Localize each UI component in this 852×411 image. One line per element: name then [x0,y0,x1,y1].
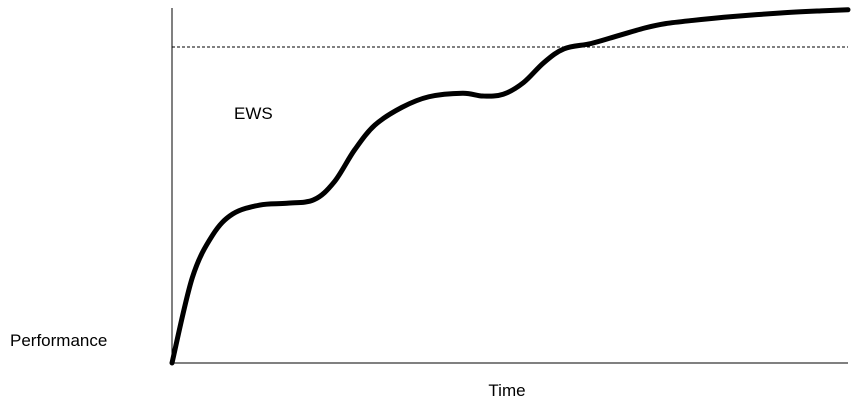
performance-series-line [169,7,851,366]
x-axis-label: Time [488,381,525,400]
ews-annotation: EWS [234,104,273,123]
y-axis-label: Performance [10,331,107,350]
